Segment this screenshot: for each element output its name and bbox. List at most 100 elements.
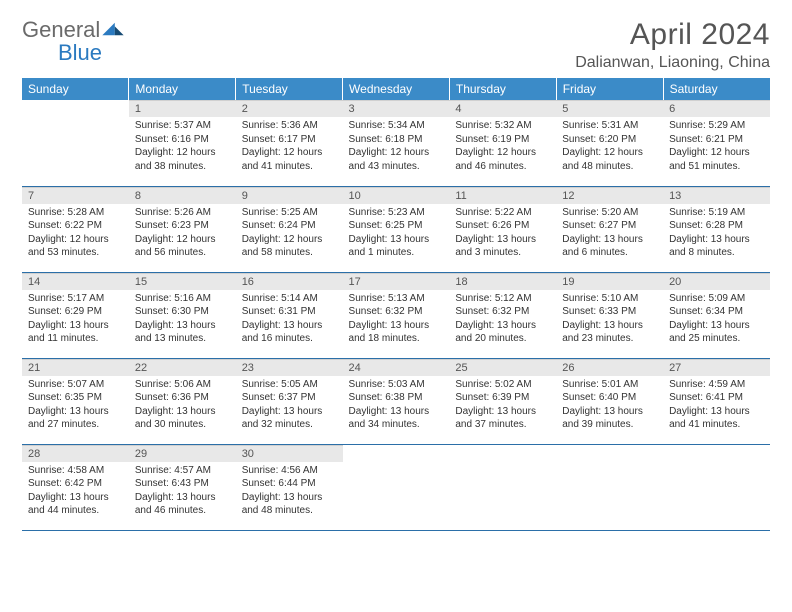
day-cell: 12Sunrise: 5:20 AMSunset: 6:27 PMDayligh… <box>556 186 663 272</box>
day-number: 20 <box>663 273 770 290</box>
day-details: Sunrise: 5:07 AMSunset: 6:35 PMDaylight:… <box>22 376 129 436</box>
day-cell: 26Sunrise: 5:01 AMSunset: 6:40 PMDayligh… <box>556 358 663 444</box>
day-number: 28 <box>22 445 129 462</box>
day-details: Sunrise: 5:28 AMSunset: 6:22 PMDaylight:… <box>22 204 129 264</box>
day-details: Sunrise: 5:20 AMSunset: 6:27 PMDaylight:… <box>556 204 663 264</box>
weekday-header: Sunday <box>22 78 129 100</box>
day-details: Sunrise: 5:36 AMSunset: 6:17 PMDaylight:… <box>236 117 343 177</box>
day-number: 22 <box>129 359 236 376</box>
day-number: 11 <box>449 187 556 204</box>
logo-mark-icon <box>102 18 124 41</box>
day-details: Sunrise: 5:25 AMSunset: 6:24 PMDaylight:… <box>236 204 343 264</box>
day-details: Sunrise: 5:32 AMSunset: 6:19 PMDaylight:… <box>449 117 556 177</box>
day-details: Sunrise: 5:23 AMSunset: 6:25 PMDaylight:… <box>343 204 450 264</box>
day-number: 4 <box>449 100 556 117</box>
day-details: Sunrise: 5:13 AMSunset: 6:32 PMDaylight:… <box>343 290 450 350</box>
weekday-header: Tuesday <box>236 78 343 100</box>
day-cell: 24Sunrise: 5:03 AMSunset: 6:38 PMDayligh… <box>343 358 450 444</box>
day-details: Sunrise: 5:12 AMSunset: 6:32 PMDaylight:… <box>449 290 556 350</box>
day-number: 26 <box>556 359 663 376</box>
day-details: Sunrise: 4:57 AMSunset: 6:43 PMDaylight:… <box>129 462 236 522</box>
day-cell: 7Sunrise: 5:28 AMSunset: 6:22 PMDaylight… <box>22 186 129 272</box>
day-cell: 17Sunrise: 5:13 AMSunset: 6:32 PMDayligh… <box>343 272 450 358</box>
day-number: 30 <box>236 445 343 462</box>
day-cell: 8Sunrise: 5:26 AMSunset: 6:23 PMDaylight… <box>129 186 236 272</box>
day-details: Sunrise: 5:29 AMSunset: 6:21 PMDaylight:… <box>663 117 770 177</box>
weekday-header: Saturday <box>663 78 770 100</box>
day-number: 27 <box>663 359 770 376</box>
day-cell: 6Sunrise: 5:29 AMSunset: 6:21 PMDaylight… <box>663 100 770 186</box>
day-details: Sunrise: 5:34 AMSunset: 6:18 PMDaylight:… <box>343 117 450 177</box>
month-title: April 2024 <box>575 18 770 52</box>
day-details: Sunrise: 5:09 AMSunset: 6:34 PMDaylight:… <box>663 290 770 350</box>
day-cell: 25Sunrise: 5:02 AMSunset: 6:39 PMDayligh… <box>449 358 556 444</box>
day-details: Sunrise: 5:37 AMSunset: 6:16 PMDaylight:… <box>129 117 236 177</box>
day-cell: 3Sunrise: 5:34 AMSunset: 6:18 PMDaylight… <box>343 100 450 186</box>
empty-day-cell <box>556 444 663 530</box>
day-cell: 9Sunrise: 5:25 AMSunset: 6:24 PMDaylight… <box>236 186 343 272</box>
calendar-week-row: 1Sunrise: 5:37 AMSunset: 6:16 PMDaylight… <box>22 100 770 186</box>
day-cell: 23Sunrise: 5:05 AMSunset: 6:37 PMDayligh… <box>236 358 343 444</box>
weekday-header: Wednesday <box>343 78 450 100</box>
day-number: 8 <box>129 187 236 204</box>
day-details: Sunrise: 5:26 AMSunset: 6:23 PMDaylight:… <box>129 204 236 264</box>
day-number: 13 <box>663 187 770 204</box>
day-cell: 27Sunrise: 4:59 AMSunset: 6:41 PMDayligh… <box>663 358 770 444</box>
day-details: Sunrise: 5:06 AMSunset: 6:36 PMDaylight:… <box>129 376 236 436</box>
day-number: 1 <box>129 100 236 117</box>
empty-day-cell <box>663 444 770 530</box>
day-cell: 2Sunrise: 5:36 AMSunset: 6:17 PMDaylight… <box>236 100 343 186</box>
day-number: 12 <box>556 187 663 204</box>
day-number: 21 <box>22 359 129 376</box>
logo: GeneralBlue <box>22 18 124 64</box>
day-number: 7 <box>22 187 129 204</box>
day-cell: 19Sunrise: 5:10 AMSunset: 6:33 PMDayligh… <box>556 272 663 358</box>
day-number: 25 <box>449 359 556 376</box>
day-number: 17 <box>343 273 450 290</box>
day-cell: 21Sunrise: 5:07 AMSunset: 6:35 PMDayligh… <box>22 358 129 444</box>
day-cell: 14Sunrise: 5:17 AMSunset: 6:29 PMDayligh… <box>22 272 129 358</box>
day-cell: 4Sunrise: 5:32 AMSunset: 6:19 PMDaylight… <box>449 100 556 186</box>
day-number: 23 <box>236 359 343 376</box>
day-number: 24 <box>343 359 450 376</box>
day-cell: 10Sunrise: 5:23 AMSunset: 6:25 PMDayligh… <box>343 186 450 272</box>
day-number: 29 <box>129 445 236 462</box>
day-number: 19 <box>556 273 663 290</box>
weekday-header: Friday <box>556 78 663 100</box>
day-number: 5 <box>556 100 663 117</box>
day-cell: 18Sunrise: 5:12 AMSunset: 6:32 PMDayligh… <box>449 272 556 358</box>
day-details: Sunrise: 4:59 AMSunset: 6:41 PMDaylight:… <box>663 376 770 436</box>
day-cell: 16Sunrise: 5:14 AMSunset: 6:31 PMDayligh… <box>236 272 343 358</box>
day-details: Sunrise: 5:17 AMSunset: 6:29 PMDaylight:… <box>22 290 129 350</box>
calendar-table: SundayMondayTuesdayWednesdayThursdayFrid… <box>22 78 770 531</box>
day-cell: 30Sunrise: 4:56 AMSunset: 6:44 PMDayligh… <box>236 444 343 530</box>
calendar-week-row: 28Sunrise: 4:58 AMSunset: 6:42 PMDayligh… <box>22 444 770 530</box>
day-cell: 20Sunrise: 5:09 AMSunset: 6:34 PMDayligh… <box>663 272 770 358</box>
day-details: Sunrise: 5:03 AMSunset: 6:38 PMDaylight:… <box>343 376 450 436</box>
weekday-header: Monday <box>129 78 236 100</box>
day-number: 15 <box>129 273 236 290</box>
day-details: Sunrise: 5:01 AMSunset: 6:40 PMDaylight:… <box>556 376 663 436</box>
weekday-header-row: SundayMondayTuesdayWednesdayThursdayFrid… <box>22 78 770 100</box>
empty-day-cell <box>22 100 129 186</box>
title-block: April 2024 Dalianwan, Liaoning, China <box>575 18 770 72</box>
day-number: 14 <box>22 273 129 290</box>
day-number: 3 <box>343 100 450 117</box>
day-details: Sunrise: 5:14 AMSunset: 6:31 PMDaylight:… <box>236 290 343 350</box>
empty-day-cell <box>449 444 556 530</box>
calendar-body: 1Sunrise: 5:37 AMSunset: 6:16 PMDaylight… <box>22 100 770 530</box>
day-details: Sunrise: 5:16 AMSunset: 6:30 PMDaylight:… <box>129 290 236 350</box>
calendar-week-row: 7Sunrise: 5:28 AMSunset: 6:22 PMDaylight… <box>22 186 770 272</box>
weekday-header: Thursday <box>449 78 556 100</box>
day-cell: 5Sunrise: 5:31 AMSunset: 6:20 PMDaylight… <box>556 100 663 186</box>
calendar-week-row: 14Sunrise: 5:17 AMSunset: 6:29 PMDayligh… <box>22 272 770 358</box>
location: Dalianwan, Liaoning, China <box>575 54 770 72</box>
empty-day-cell <box>343 444 450 530</box>
day-number: 16 <box>236 273 343 290</box>
day-number: 9 <box>236 187 343 204</box>
day-cell: 13Sunrise: 5:19 AMSunset: 6:28 PMDayligh… <box>663 186 770 272</box>
day-number: 18 <box>449 273 556 290</box>
day-cell: 22Sunrise: 5:06 AMSunset: 6:36 PMDayligh… <box>129 358 236 444</box>
day-number: 10 <box>343 187 450 204</box>
day-details: Sunrise: 5:31 AMSunset: 6:20 PMDaylight:… <box>556 117 663 177</box>
